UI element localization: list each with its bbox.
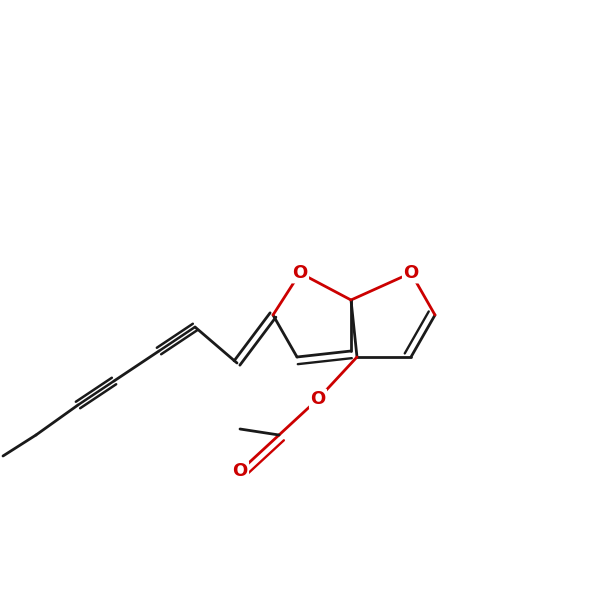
Text: O: O [292, 264, 308, 282]
Text: O: O [403, 264, 419, 282]
Text: O: O [232, 462, 248, 480]
Text: O: O [310, 390, 326, 408]
